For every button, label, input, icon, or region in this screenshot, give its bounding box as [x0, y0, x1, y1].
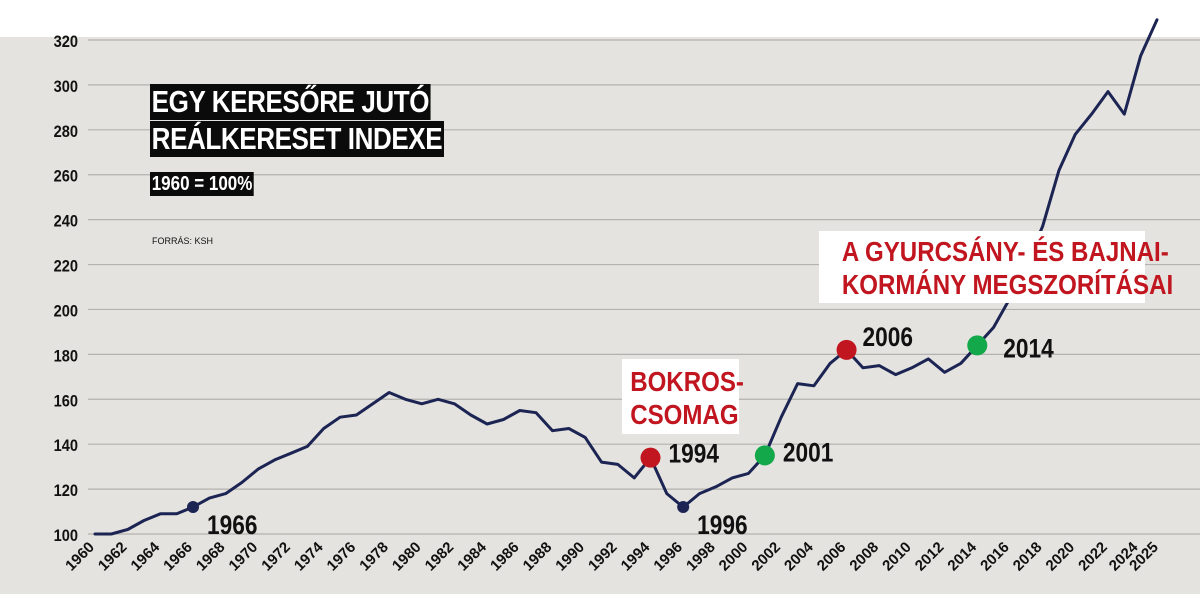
x-tick-label-2006: 2006	[814, 539, 850, 575]
y-tick-label-200: 200	[54, 303, 79, 321]
x-tick-label-1966: 1966	[160, 539, 196, 575]
annotation-gyurcsany-line-2: KORMÁNY MEGSZORÍTÁSAI	[841, 269, 1174, 300]
marker-2001	[754, 445, 775, 466]
y-tick-label-300: 300	[54, 78, 79, 96]
y-tick-label-180: 180	[54, 347, 79, 365]
x-tick-label-1964: 1964	[128, 538, 164, 574]
x-tick-label-1992: 1992	[585, 539, 621, 575]
annotation-bokros-line-1: BOKROS-	[630, 366, 744, 397]
x-tick-label-2002: 2002	[748, 539, 784, 575]
x-tick-label-1970: 1970	[226, 539, 262, 575]
y-tick-label-120: 120	[54, 482, 79, 500]
annotation-gyurcsany-line-1: A GYURCSÁNY- ÉS BAJNAI-	[841, 236, 1169, 267]
y-tick-label-100: 100	[54, 527, 79, 545]
x-tick-label-1962: 1962	[95, 539, 131, 575]
y-tick-label-220: 220	[54, 258, 79, 276]
marker-label-2014: 2014	[1003, 334, 1054, 364]
marker-label-2006: 2006	[863, 322, 913, 352]
marker-1966	[187, 501, 200, 514]
y-tick-label-260: 260	[54, 168, 79, 186]
x-tick-label-2020: 2020	[1043, 539, 1079, 575]
x-tick-label-1998: 1998	[683, 539, 719, 575]
y-tick-label-140: 140	[54, 437, 79, 455]
x-tick-label-1972: 1972	[258, 539, 294, 575]
annotation-bokros-csomag: BOKROS- CSOMAG	[622, 359, 744, 434]
marker-2006	[836, 339, 857, 360]
x-tick-label-2022: 2022	[1075, 539, 1111, 575]
marker-label-1996: 1996	[697, 510, 747, 540]
marker-1994	[640, 447, 661, 468]
x-tick-label-1984: 1984	[454, 538, 490, 574]
y-tick-label-240: 240	[54, 213, 79, 231]
x-tick-label-1976: 1976	[324, 539, 360, 575]
chart-title-line-1: EGY KERESŐRE JUTÓ	[150, 84, 431, 120]
x-tick-label-2016: 2016	[977, 539, 1013, 575]
x-tick-label-1980: 1980	[389, 539, 425, 575]
x-tick-label-2018: 2018	[1010, 539, 1046, 575]
chart-subtitle: 1960 = 100%	[150, 172, 255, 196]
x-tick-label-1986: 1986	[487, 539, 523, 575]
x-tick-label-1996: 1996	[650, 539, 686, 575]
y-tick-label-160: 160	[54, 392, 79, 410]
annotation-bokros-line-2: CSOMAG	[630, 399, 739, 430]
x-tick-label-1988: 1988	[520, 539, 556, 575]
annotation-gyurcsany-bajnai: A GYURCSÁNY- ÉS BAJNAI- KORMÁNY MEGSZORÍ…	[819, 231, 1174, 303]
x-tick-label-2004: 2004	[781, 538, 817, 574]
x-tick-label-1968: 1968	[193, 539, 229, 575]
x-tick-label-2014: 2014	[944, 538, 980, 574]
x-tick-label-2010: 2010	[879, 539, 915, 575]
marker-label-1994: 1994	[669, 439, 720, 469]
source-note: FORRÁS: KSH	[152, 236, 214, 246]
marker-label-1966: 1966	[207, 510, 257, 540]
x-tick-label-1978: 1978	[356, 539, 392, 575]
x-tick-label-2000: 2000	[716, 539, 752, 575]
y-tick-label-280: 280	[54, 123, 79, 141]
y-tick-label-320: 320	[54, 33, 79, 51]
x-tick-label-2012: 2012	[912, 539, 948, 575]
marker-1996	[677, 501, 690, 514]
x-tick-label-1990: 1990	[552, 539, 588, 575]
x-tick-label-2008: 2008	[846, 539, 882, 575]
marker-label-2001: 2001	[783, 438, 834, 468]
marker-2014	[967, 335, 988, 356]
x-tick-label-1974: 1974	[291, 538, 327, 574]
chart-title-line-2: REÁLKERESET INDEXE	[150, 121, 444, 157]
x-tick-label-1982: 1982	[422, 539, 458, 575]
x-tick-label-1994: 1994	[618, 538, 654, 574]
